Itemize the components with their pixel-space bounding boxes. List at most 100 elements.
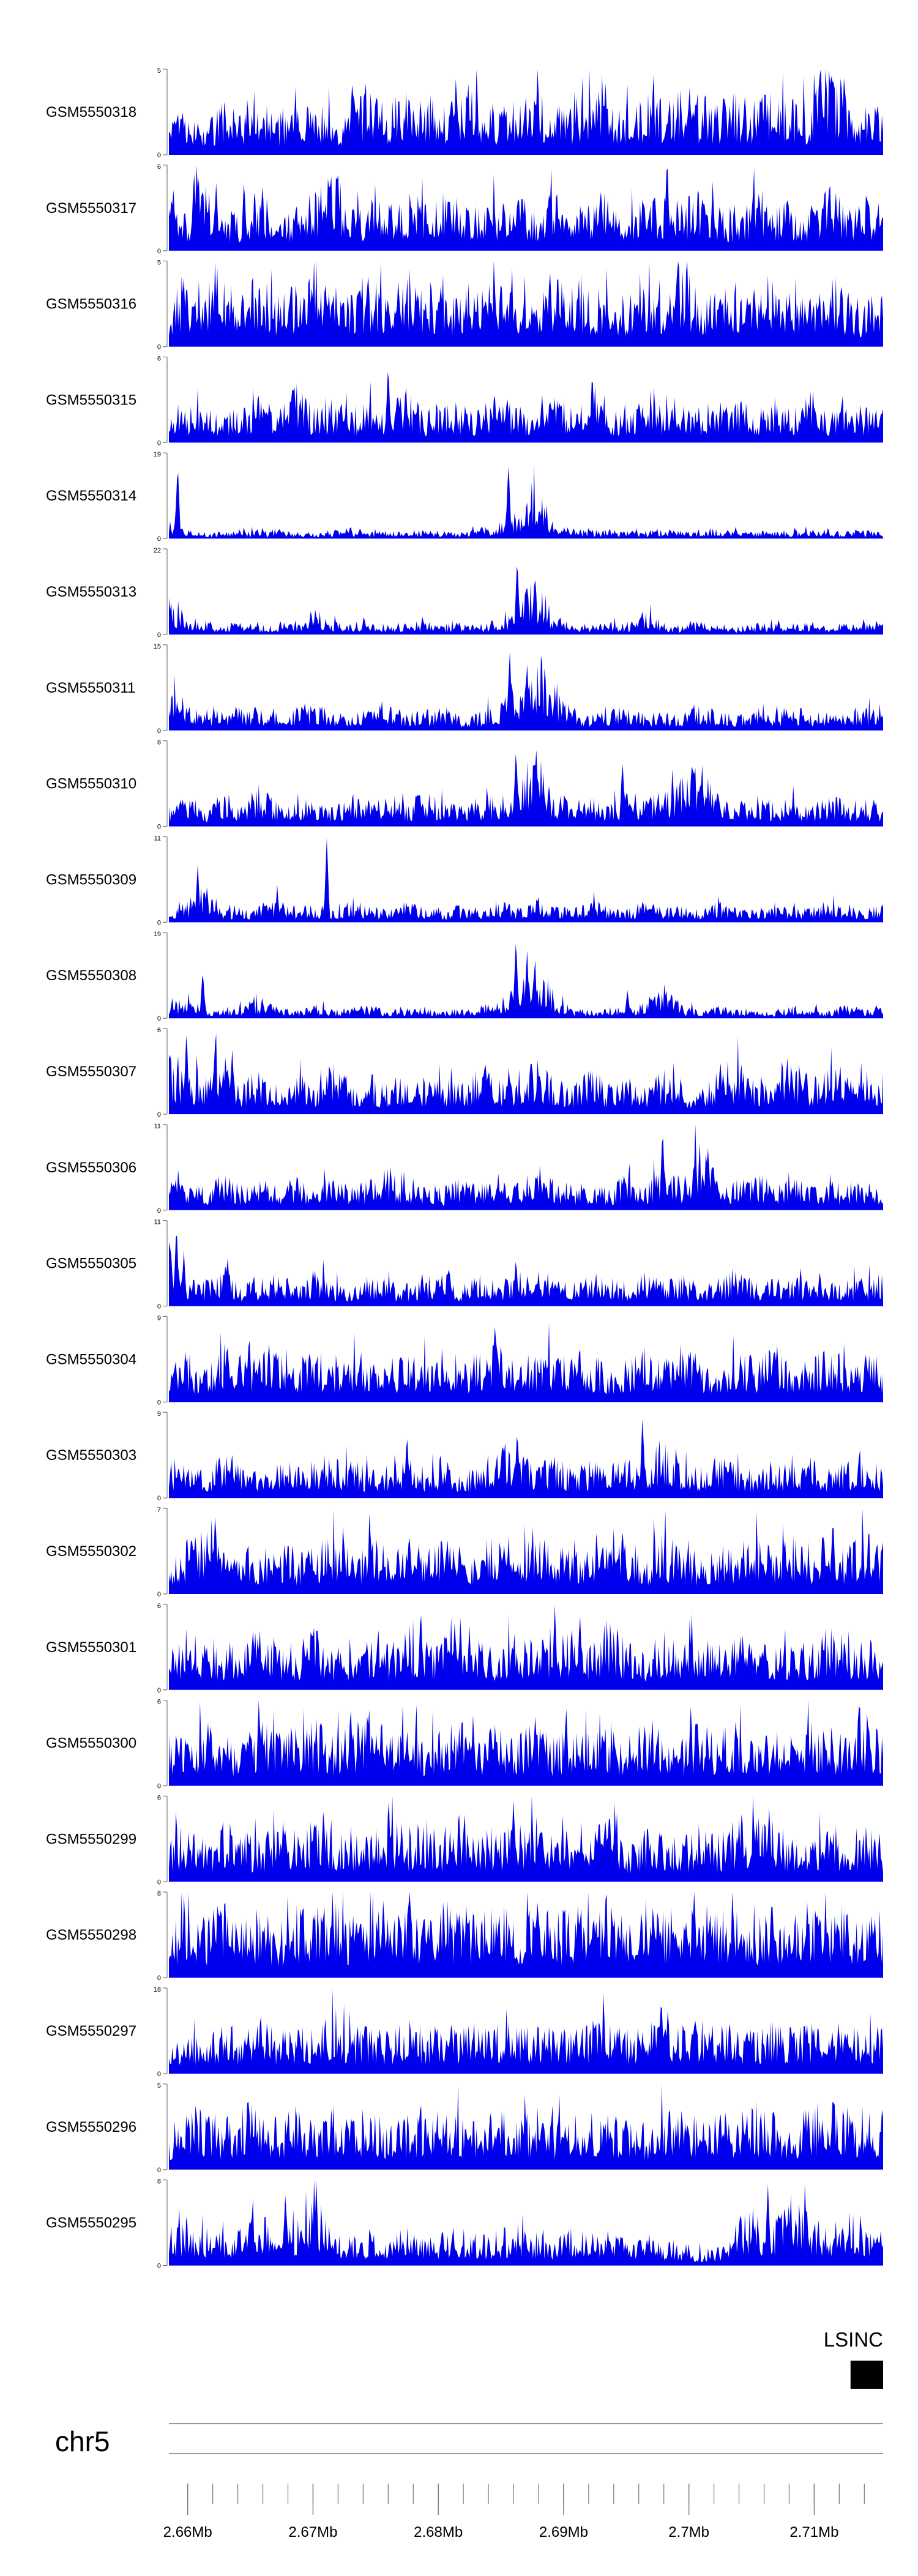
track-label: GSM5550300 — [46, 1735, 136, 1752]
tick-label: 2.69Mb — [539, 2524, 588, 2541]
coverage-area — [169, 1508, 883, 1594]
y-min-label: 0 — [157, 1783, 161, 1790]
y-max-label: 6 — [157, 163, 161, 171]
y-min-label: 0 — [157, 631, 161, 639]
y-min-label: 0 — [157, 1878, 161, 1886]
coverage-area — [169, 1892, 883, 1978]
track-GSM5550296: GSM5550296 5 0 — [46, 2082, 883, 2174]
y-min-label: 0 — [157, 728, 161, 735]
chromosome-label: chr5 — [55, 2425, 110, 2457]
track-label: GSM5550307 — [46, 1063, 136, 1080]
track-label: GSM5550297 — [46, 2023, 136, 2039]
coverage-area — [169, 1989, 883, 2074]
y-min-label: 0 — [157, 919, 161, 926]
y-min-label: 0 — [157, 152, 161, 159]
y-min-label: 0 — [157, 2071, 161, 2078]
track-label: GSM5550316 — [46, 296, 136, 313]
y-max-label: 8 — [157, 1890, 161, 1897]
y-min-label: 0 — [157, 248, 161, 255]
y-max-label: 19 — [154, 931, 161, 938]
track-GSM5550307: GSM5550307 6 0 — [46, 1027, 883, 1119]
track-GSM5550308: GSM5550308 19 0 — [46, 931, 883, 1022]
track-GSM5550299: GSM5550299 6 0 — [46, 1794, 883, 1886]
y-min-label: 0 — [157, 535, 161, 543]
track-label: GSM5550309 — [46, 871, 136, 888]
coverage-area — [169, 1796, 883, 1882]
track-panel: GSM555031850GSM555031760GSM555031650GSM5… — [46, 67, 883, 2270]
y-min-label: 0 — [157, 344, 161, 351]
track-label: GSM5550304 — [46, 1351, 136, 1368]
track-label: GSM5550295 — [46, 2215, 136, 2232]
track-GSM5550313: GSM5550313 22 0 — [46, 547, 883, 639]
gene-label: LSINC — [824, 2328, 883, 2351]
y-max-label: 22 — [154, 547, 161, 554]
coverage-area — [169, 69, 883, 155]
y-max-label: 11 — [154, 1123, 161, 1130]
y-max-label: 9 — [157, 1314, 161, 1322]
y-max-label: 11 — [154, 1219, 161, 1226]
track-GSM5550317: GSM5550317 6 0 — [46, 163, 883, 255]
coverage-area — [169, 2180, 883, 2266]
y-min-label: 0 — [157, 824, 161, 831]
track-label: GSM5550314 — [46, 488, 136, 504]
track-label: GSM5550302 — [46, 1543, 136, 1560]
coverage-area — [169, 1033, 883, 1114]
y-min-label: 0 — [157, 1015, 161, 1022]
coverage-area — [169, 1419, 883, 1498]
y-min-label: 0 — [157, 1303, 161, 1311]
track-GSM5550301: GSM5550301 6 0 — [46, 1603, 883, 1694]
track-label: GSM5550296 — [46, 2119, 136, 2135]
track-label: GSM5550298 — [46, 1927, 136, 1943]
y-max-label: 9 — [157, 1410, 161, 1418]
tick-label: 2.67Mb — [288, 2524, 337, 2541]
coverage-area — [169, 371, 883, 443]
y-min-label: 0 — [157, 1399, 161, 1406]
track-label: GSM5550308 — [46, 967, 136, 984]
coverage-area — [169, 464, 883, 539]
track-GSM5550311: GSM5550311 15 0 — [46, 643, 883, 735]
y-max-label: 6 — [157, 1699, 161, 1706]
track-GSM5550315: GSM5550315 6 0 — [46, 355, 883, 447]
tick-label: 2.7Mb — [668, 2524, 709, 2541]
track-label: GSM5550313 — [46, 584, 136, 600]
y-max-label: 5 — [157, 67, 161, 75]
track-GSM5550314: GSM5550314 19 0 — [46, 451, 883, 543]
y-max-label: 5 — [157, 259, 161, 267]
track-GSM5550310: GSM5550310 8 0 — [46, 739, 883, 831]
track-label: GSM5550305 — [46, 1256, 136, 1272]
track-GSM5550303: GSM5550303 9 0 — [46, 1410, 883, 1502]
track-GSM5550305: GSM5550305 11 0 — [46, 1219, 883, 1311]
y-min-label: 0 — [157, 1495, 161, 1502]
coverage-area — [169, 750, 883, 827]
track-GSM5550304: GSM5550304 9 0 — [46, 1314, 883, 1406]
y-min-label: 0 — [157, 2167, 161, 2174]
track-label: GSM5550311 — [46, 680, 135, 696]
coverage-area — [169, 1604, 883, 1690]
track-label: GSM5550303 — [46, 1447, 136, 1464]
coverage-area — [169, 261, 883, 347]
y-max-label: 6 — [157, 1794, 161, 1801]
track-label: GSM5550301 — [46, 1639, 136, 1656]
coverage-area — [169, 1322, 883, 1402]
track-GSM5550300: GSM5550300 6 0 — [46, 1699, 883, 1790]
y-min-label: 0 — [157, 1975, 161, 1982]
y-min-label: 0 — [157, 1207, 161, 1215]
track-label: GSM5550299 — [46, 1831, 136, 1847]
coverage-area — [169, 652, 883, 731]
y-max-label: 6 — [157, 1027, 161, 1034]
y-max-label: 19 — [154, 451, 161, 458]
coverage-area — [169, 165, 883, 251]
y-max-label: 8 — [157, 2178, 161, 2186]
coverage-area — [169, 1700, 883, 1786]
coverage-area — [169, 1235, 883, 1306]
track-GSM5550298: GSM5550298 8 0 — [46, 1890, 883, 1982]
tick-label: 2.71Mb — [789, 2524, 838, 2541]
coverage-area — [169, 838, 883, 923]
axis-ticks: 2.66Mb 2.67Mb 2.68Mb 2.69Mb 2.7Mb 2.71Mb — [163, 2484, 865, 2541]
track-GSM5550306: GSM5550306 11 0 — [46, 1123, 883, 1215]
gene-feature — [850, 2361, 883, 2389]
track-GSM5550309: GSM5550309 11 0 — [46, 835, 883, 926]
y-max-label: 15 — [154, 643, 161, 650]
tick-label: 2.68Mb — [414, 2524, 463, 2541]
coverage-area — [169, 944, 883, 1019]
